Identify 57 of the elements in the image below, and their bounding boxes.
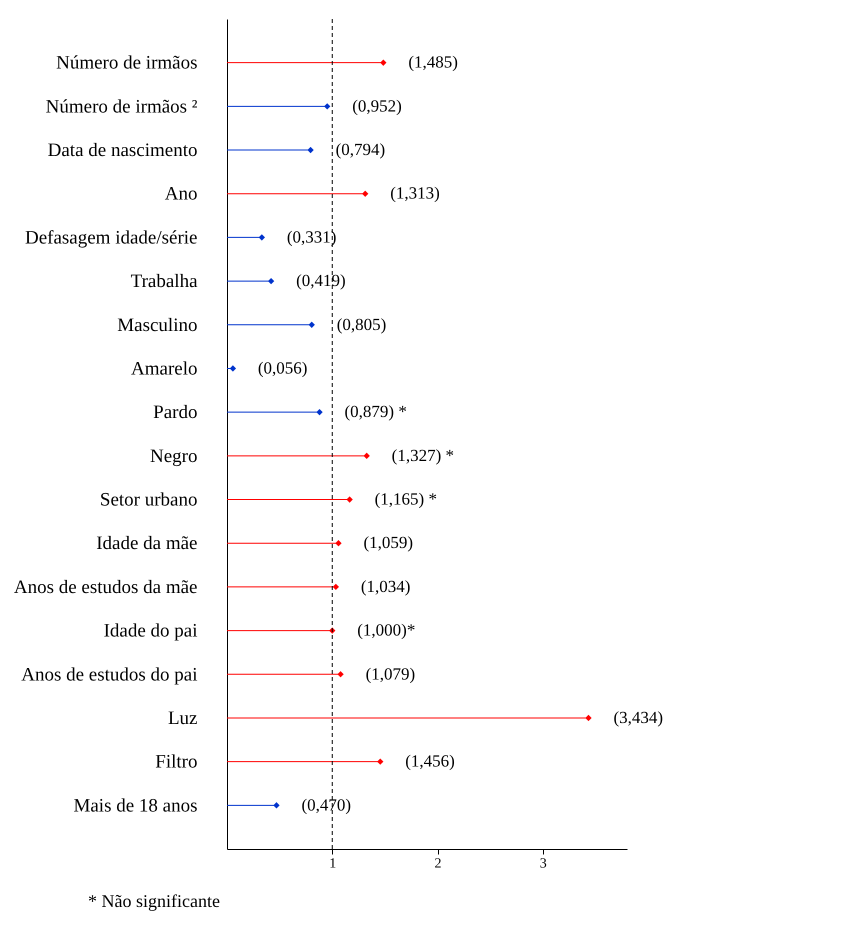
- x-tick-label: 1: [329, 856, 336, 872]
- text: * Não significante: [88, 891, 221, 912]
- y-tick-label: Número de irmãos: [56, 52, 198, 74]
- point: [362, 190, 368, 197]
- point: [364, 452, 370, 460]
- y-tick-label: Número de irmãos ²: [46, 96, 198, 118]
- y-tick-label: Data de nascimento: [48, 140, 198, 162]
- x-tick-label: 2: [434, 856, 442, 872]
- data-label: (1,000)*: [357, 620, 416, 640]
- data-label: (1,034): [360, 576, 410, 596]
- x-tick-label: 3: [540, 856, 547, 872]
- y-tick-label: Idade do pai: [104, 620, 198, 642]
- point: [585, 714, 592, 722]
- y-tick-label: Masculino: [117, 314, 198, 336]
- data-label: (0,331): [286, 227, 336, 246]
- point: [268, 278, 274, 284]
- point: [258, 234, 266, 241]
- y-tick-label: Anos de estudos do pai: [21, 664, 198, 686]
- point: [324, 103, 330, 110]
- y-tick-label: Trabalha: [130, 271, 198, 292]
- y-tick-label: Amarelo: [131, 358, 198, 380]
- y-tick-label: Anos de estudos da mãe: [14, 576, 198, 598]
- point: [273, 802, 280, 808]
- data-label: (0,470): [301, 795, 352, 814]
- point: [230, 365, 236, 372]
- data-label: (1,165) *: [374, 490, 437, 509]
- data-label: (1,313): [390, 184, 440, 203]
- data-label: (0,794): [336, 140, 386, 160]
- data-label: (1,456): [405, 752, 455, 771]
- data-label: (0,419): [296, 271, 346, 290]
- data-label: (0,805): [336, 314, 386, 334]
- y-tick-label: Pardo: [153, 402, 198, 424]
- y-tick-label: Filtro: [155, 752, 198, 773]
- point: [335, 540, 342, 546]
- point: [332, 584, 340, 590]
- y-tick-label: Setor urbano: [100, 490, 198, 511]
- y-tick-label: Negro: [150, 446, 198, 467]
- data-label: (0,952): [352, 96, 402, 116]
- y-tick-label: Ano: [164, 184, 198, 205]
- point: [346, 496, 353, 503]
- point: [307, 146, 314, 154]
- data-label: (0,056): [258, 358, 308, 378]
- data-label: (1,327) *: [392, 446, 454, 465]
- data-label: (3,434): [613, 708, 664, 727]
- y-tick-label: Idade da mãe: [96, 533, 198, 554]
- point: [337, 671, 344, 678]
- y-tick-label: Mais de 18 anos: [73, 795, 198, 816]
- data-label: (1,079): [366, 664, 416, 684]
- y-tick-label: Defasagem idade/série: [25, 227, 198, 248]
- point: [377, 758, 384, 765]
- point: [316, 408, 323, 416]
- point: [308, 322, 315, 328]
- data-label: (1,059): [363, 533, 414, 552]
- data-label: (1,485): [408, 52, 458, 72]
- point: [380, 60, 386, 66]
- data-label: (0,879) *: [344, 402, 407, 422]
- y-tick-label: Luz: [168, 708, 198, 729]
